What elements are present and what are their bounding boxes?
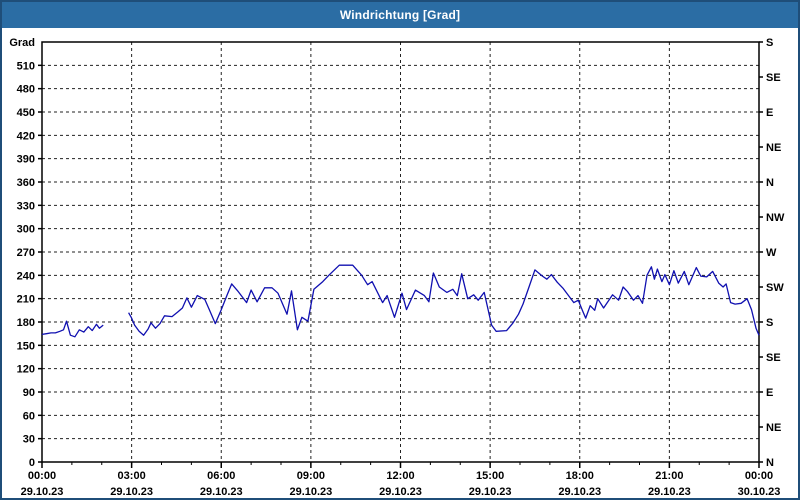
y-left-tick-label: 360 bbox=[17, 177, 35, 189]
y-right-compass-label: SW bbox=[766, 282, 784, 294]
y-axis-unit-label: Grad bbox=[9, 37, 35, 49]
y-left-tick-label: 180 bbox=[17, 317, 35, 329]
y-left-tick-label: 150 bbox=[17, 340, 35, 352]
y-right-compass-label: W bbox=[766, 247, 777, 259]
x-time-label: 00:00 bbox=[745, 470, 773, 482]
y-left-tick-label: 90 bbox=[23, 387, 35, 399]
chart-title: Windrichtung [Grad] bbox=[339, 8, 461, 22]
x-time-label: 03:00 bbox=[118, 470, 146, 482]
x-date-label: 29.10.23 bbox=[648, 486, 691, 498]
y-left-tick-label: 0 bbox=[29, 457, 35, 469]
x-time-label: 15:00 bbox=[476, 470, 504, 482]
y-right-compass-label: NE bbox=[766, 142, 781, 154]
x-time-label: 18:00 bbox=[566, 470, 594, 482]
y-right-compass-label: E bbox=[766, 107, 773, 119]
x-date-label: 29.10.23 bbox=[558, 486, 601, 498]
y-left-tick-label: 450 bbox=[17, 107, 35, 119]
y-left-tick-label: 60 bbox=[23, 410, 35, 422]
y-right-compass-label: N bbox=[766, 177, 774, 189]
y-right-compass-label: NE bbox=[766, 422, 781, 434]
y-right-compass-label: SE bbox=[766, 72, 781, 84]
y-left-tick-label: 510 bbox=[17, 60, 35, 72]
x-date-label: 29.10.23 bbox=[289, 486, 332, 498]
y-left-tick-label: 120 bbox=[17, 364, 35, 376]
y-left-tick-label: 240 bbox=[17, 270, 35, 282]
y-right-compass-label: SE bbox=[766, 352, 781, 364]
y-right-compass-label: NW bbox=[766, 212, 785, 224]
y-left-tick-label: 270 bbox=[17, 247, 35, 259]
x-date-label: 29.10.23 bbox=[110, 486, 153, 498]
y-right-compass-label: S bbox=[766, 317, 773, 329]
y-left-tick-label: 390 bbox=[17, 154, 35, 166]
x-date-label: 29.10.23 bbox=[200, 486, 243, 498]
y-left-tick-label: 480 bbox=[17, 84, 35, 96]
x-date-label: 30.10.23 bbox=[738, 486, 781, 498]
y-left-tick-label: 210 bbox=[17, 294, 35, 306]
x-time-label: 21:00 bbox=[655, 470, 683, 482]
y-right-compass-label: N bbox=[766, 457, 774, 469]
x-time-label: 00:00 bbox=[28, 470, 56, 482]
wind-direction-line-segment bbox=[41, 320, 104, 338]
x-time-label: 12:00 bbox=[386, 470, 414, 482]
y-left-tick-label: 420 bbox=[17, 130, 35, 142]
y-left-tick-label: 300 bbox=[17, 224, 35, 236]
x-date-label: 29.10.23 bbox=[21, 486, 64, 498]
x-date-label: 29.10.23 bbox=[379, 486, 422, 498]
y-right-compass-label: S bbox=[766, 37, 773, 49]
wind-direction-line-segment bbox=[128, 264, 760, 336]
y-left-tick-label: 30 bbox=[23, 434, 35, 446]
y-left-tick-label: 330 bbox=[17, 200, 35, 212]
y-right-compass-label: E bbox=[766, 387, 773, 399]
x-time-label: 06:00 bbox=[207, 470, 235, 482]
x-date-label: 29.10.23 bbox=[469, 486, 512, 498]
x-time-label: 09:00 bbox=[297, 470, 325, 482]
title-bar: Windrichtung [Grad] bbox=[2, 2, 798, 28]
